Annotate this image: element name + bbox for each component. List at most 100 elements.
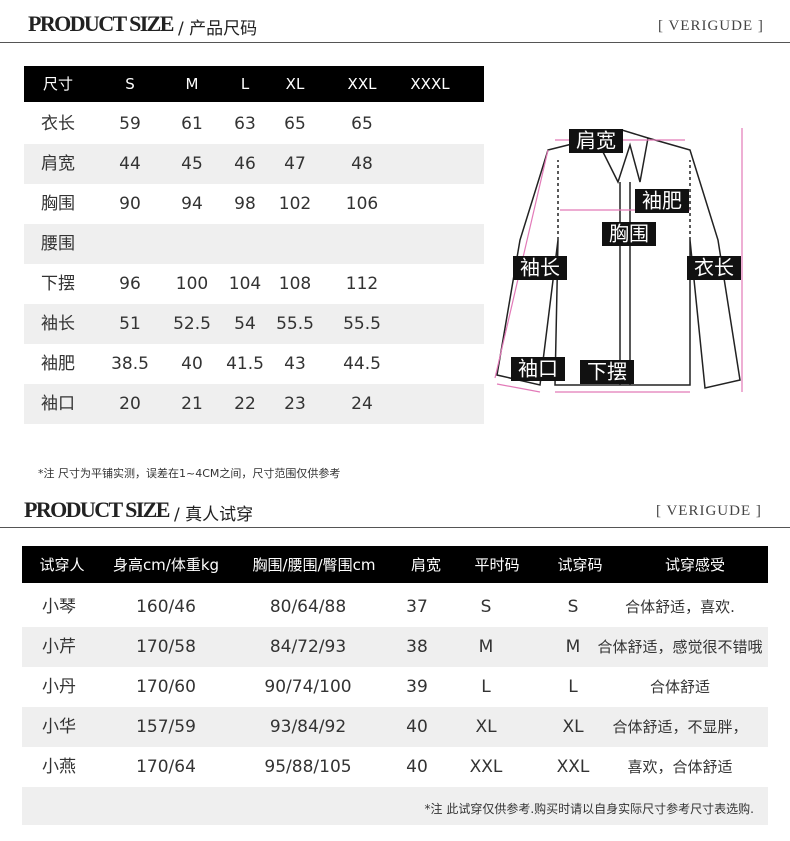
row-label: 下摆 xyxy=(41,274,75,294)
header-cell: 试穿人 xyxy=(39,556,85,574)
fit-cell: M xyxy=(478,637,494,657)
label-bg xyxy=(569,129,623,153)
row-bg xyxy=(22,787,768,825)
size-cell: 98 xyxy=(234,194,256,214)
label-bg xyxy=(580,360,634,384)
size-cell: 106 xyxy=(345,194,379,214)
size-cell: 38.5 xyxy=(111,354,149,374)
header-cell: 身高cm/体重kg xyxy=(112,556,220,574)
row-label: 胸围 xyxy=(41,194,75,214)
size-cell: 43 xyxy=(284,354,306,374)
size-cell: 45 xyxy=(181,154,203,174)
fit-cell: S xyxy=(480,597,492,617)
diagram-label: 袖肥 xyxy=(642,189,682,213)
fit-cell: 80/64/88 xyxy=(269,597,347,617)
fit-cell: S xyxy=(567,597,579,617)
title-en: PRODUCT SIZE xyxy=(24,497,170,522)
size-cell: 61 xyxy=(181,114,203,134)
fit-cell: 喜欢，合体舒适 xyxy=(627,758,733,776)
fit-cell: 95/88/105 xyxy=(264,757,352,777)
size-cell: 65 xyxy=(284,114,306,134)
size-cell: 94 xyxy=(181,194,203,214)
header-cell: 平时码 xyxy=(474,556,520,574)
fit-cell: 合体舒适 xyxy=(649,678,711,696)
fit-cell: 小芹 xyxy=(42,637,76,657)
fit-cell: 170/60 xyxy=(136,677,196,697)
row-bg xyxy=(24,384,484,424)
fit-cell: 合体舒适，不显胖， xyxy=(612,718,748,736)
size-cell: 47 xyxy=(284,154,306,174)
fit-cell: 小丹 xyxy=(42,677,76,697)
fit-cell: XXL xyxy=(469,757,503,777)
size-cell: 40 xyxy=(181,354,203,374)
diagram-label: 衣长 xyxy=(694,256,734,280)
row-label: 袖口 xyxy=(41,394,75,414)
diagram-label: 袖长 xyxy=(520,256,560,280)
fit-cell: 170/58 xyxy=(136,637,196,657)
fit-cell: XXL xyxy=(556,757,590,777)
diagram-label: 袖口 xyxy=(518,357,558,381)
size-cell: 65 xyxy=(351,114,373,134)
fit-note: *注 此试穿仅供参考.购买时请以自身实际尺寸参考尺寸表选购. xyxy=(424,802,754,816)
header-cell: 试穿感受 xyxy=(664,556,726,574)
diagram-label: 胸围 xyxy=(609,222,649,246)
fit-cell: L xyxy=(568,677,578,697)
label-bg xyxy=(602,222,656,246)
header-cell: 肩宽 xyxy=(410,556,442,574)
size-cell: 52.5 xyxy=(173,314,211,334)
header-cell: XXXL xyxy=(410,75,450,93)
title-cn: / 产品尺码 xyxy=(178,19,258,39)
header-bg xyxy=(24,66,484,102)
size-cell: 46 xyxy=(234,154,256,174)
label-bg xyxy=(687,256,741,280)
label-bg xyxy=(513,256,567,280)
fit-cell: 40 xyxy=(406,717,428,737)
size-cell: 54 xyxy=(234,314,256,334)
fit-cell: 小华 xyxy=(42,717,76,737)
size-cell: 108 xyxy=(278,274,312,294)
title-en: PRODUCT SIZE xyxy=(28,11,174,36)
header-cell: XXL xyxy=(347,75,377,93)
row-label: 袖肥 xyxy=(41,354,75,374)
fit-cell: 160/46 xyxy=(136,597,196,617)
row-bg xyxy=(24,304,484,344)
header-cell: L xyxy=(240,75,250,93)
fit-cell: 84/72/93 xyxy=(269,637,347,657)
size-cell: 44 xyxy=(119,154,141,174)
row-bg xyxy=(24,224,484,264)
header-cell: S xyxy=(125,75,135,93)
fit-cell: 合体舒适，喜欢. xyxy=(625,598,735,616)
header-bg xyxy=(22,546,768,583)
size-cell: 51 xyxy=(119,314,141,334)
size-cell: 22 xyxy=(234,394,256,414)
header-cell: 试穿码 xyxy=(557,556,603,574)
brand: [ VERIGUDE ] xyxy=(658,18,764,34)
size-cell: 20 xyxy=(119,394,141,414)
brand: [ VERIGUDE ] xyxy=(656,503,762,519)
size-cell: 23 xyxy=(284,394,306,414)
size-cell: 96 xyxy=(119,274,141,294)
row-bg xyxy=(24,144,484,184)
shirt xyxy=(496,129,741,389)
size-cell: 24 xyxy=(351,394,373,414)
row-bg xyxy=(22,627,768,667)
size-cell: 21 xyxy=(181,394,203,414)
size-cell: 104 xyxy=(228,274,262,294)
fit-cell: 40 xyxy=(406,757,428,777)
fit-cell: L xyxy=(481,677,491,697)
rule xyxy=(0,527,790,528)
size-cell: 63 xyxy=(234,114,256,134)
header-cell: M xyxy=(185,75,199,93)
fit-cell: 39 xyxy=(406,677,428,697)
rule xyxy=(0,42,790,43)
size-cell: 44.5 xyxy=(343,354,381,374)
fit-cell: 93/84/92 xyxy=(269,717,347,737)
row-bg xyxy=(22,707,768,747)
size-cell: 100 xyxy=(175,274,209,294)
fit-cell: XL xyxy=(475,717,497,737)
size-cell: 55.5 xyxy=(276,314,314,334)
fit-cell: XL xyxy=(562,717,584,737)
note: *注 尺寸为平铺实测，误差在1~4CM之间，尺寸范围仅供参考 xyxy=(38,467,341,480)
size-cell: 59 xyxy=(119,114,141,134)
